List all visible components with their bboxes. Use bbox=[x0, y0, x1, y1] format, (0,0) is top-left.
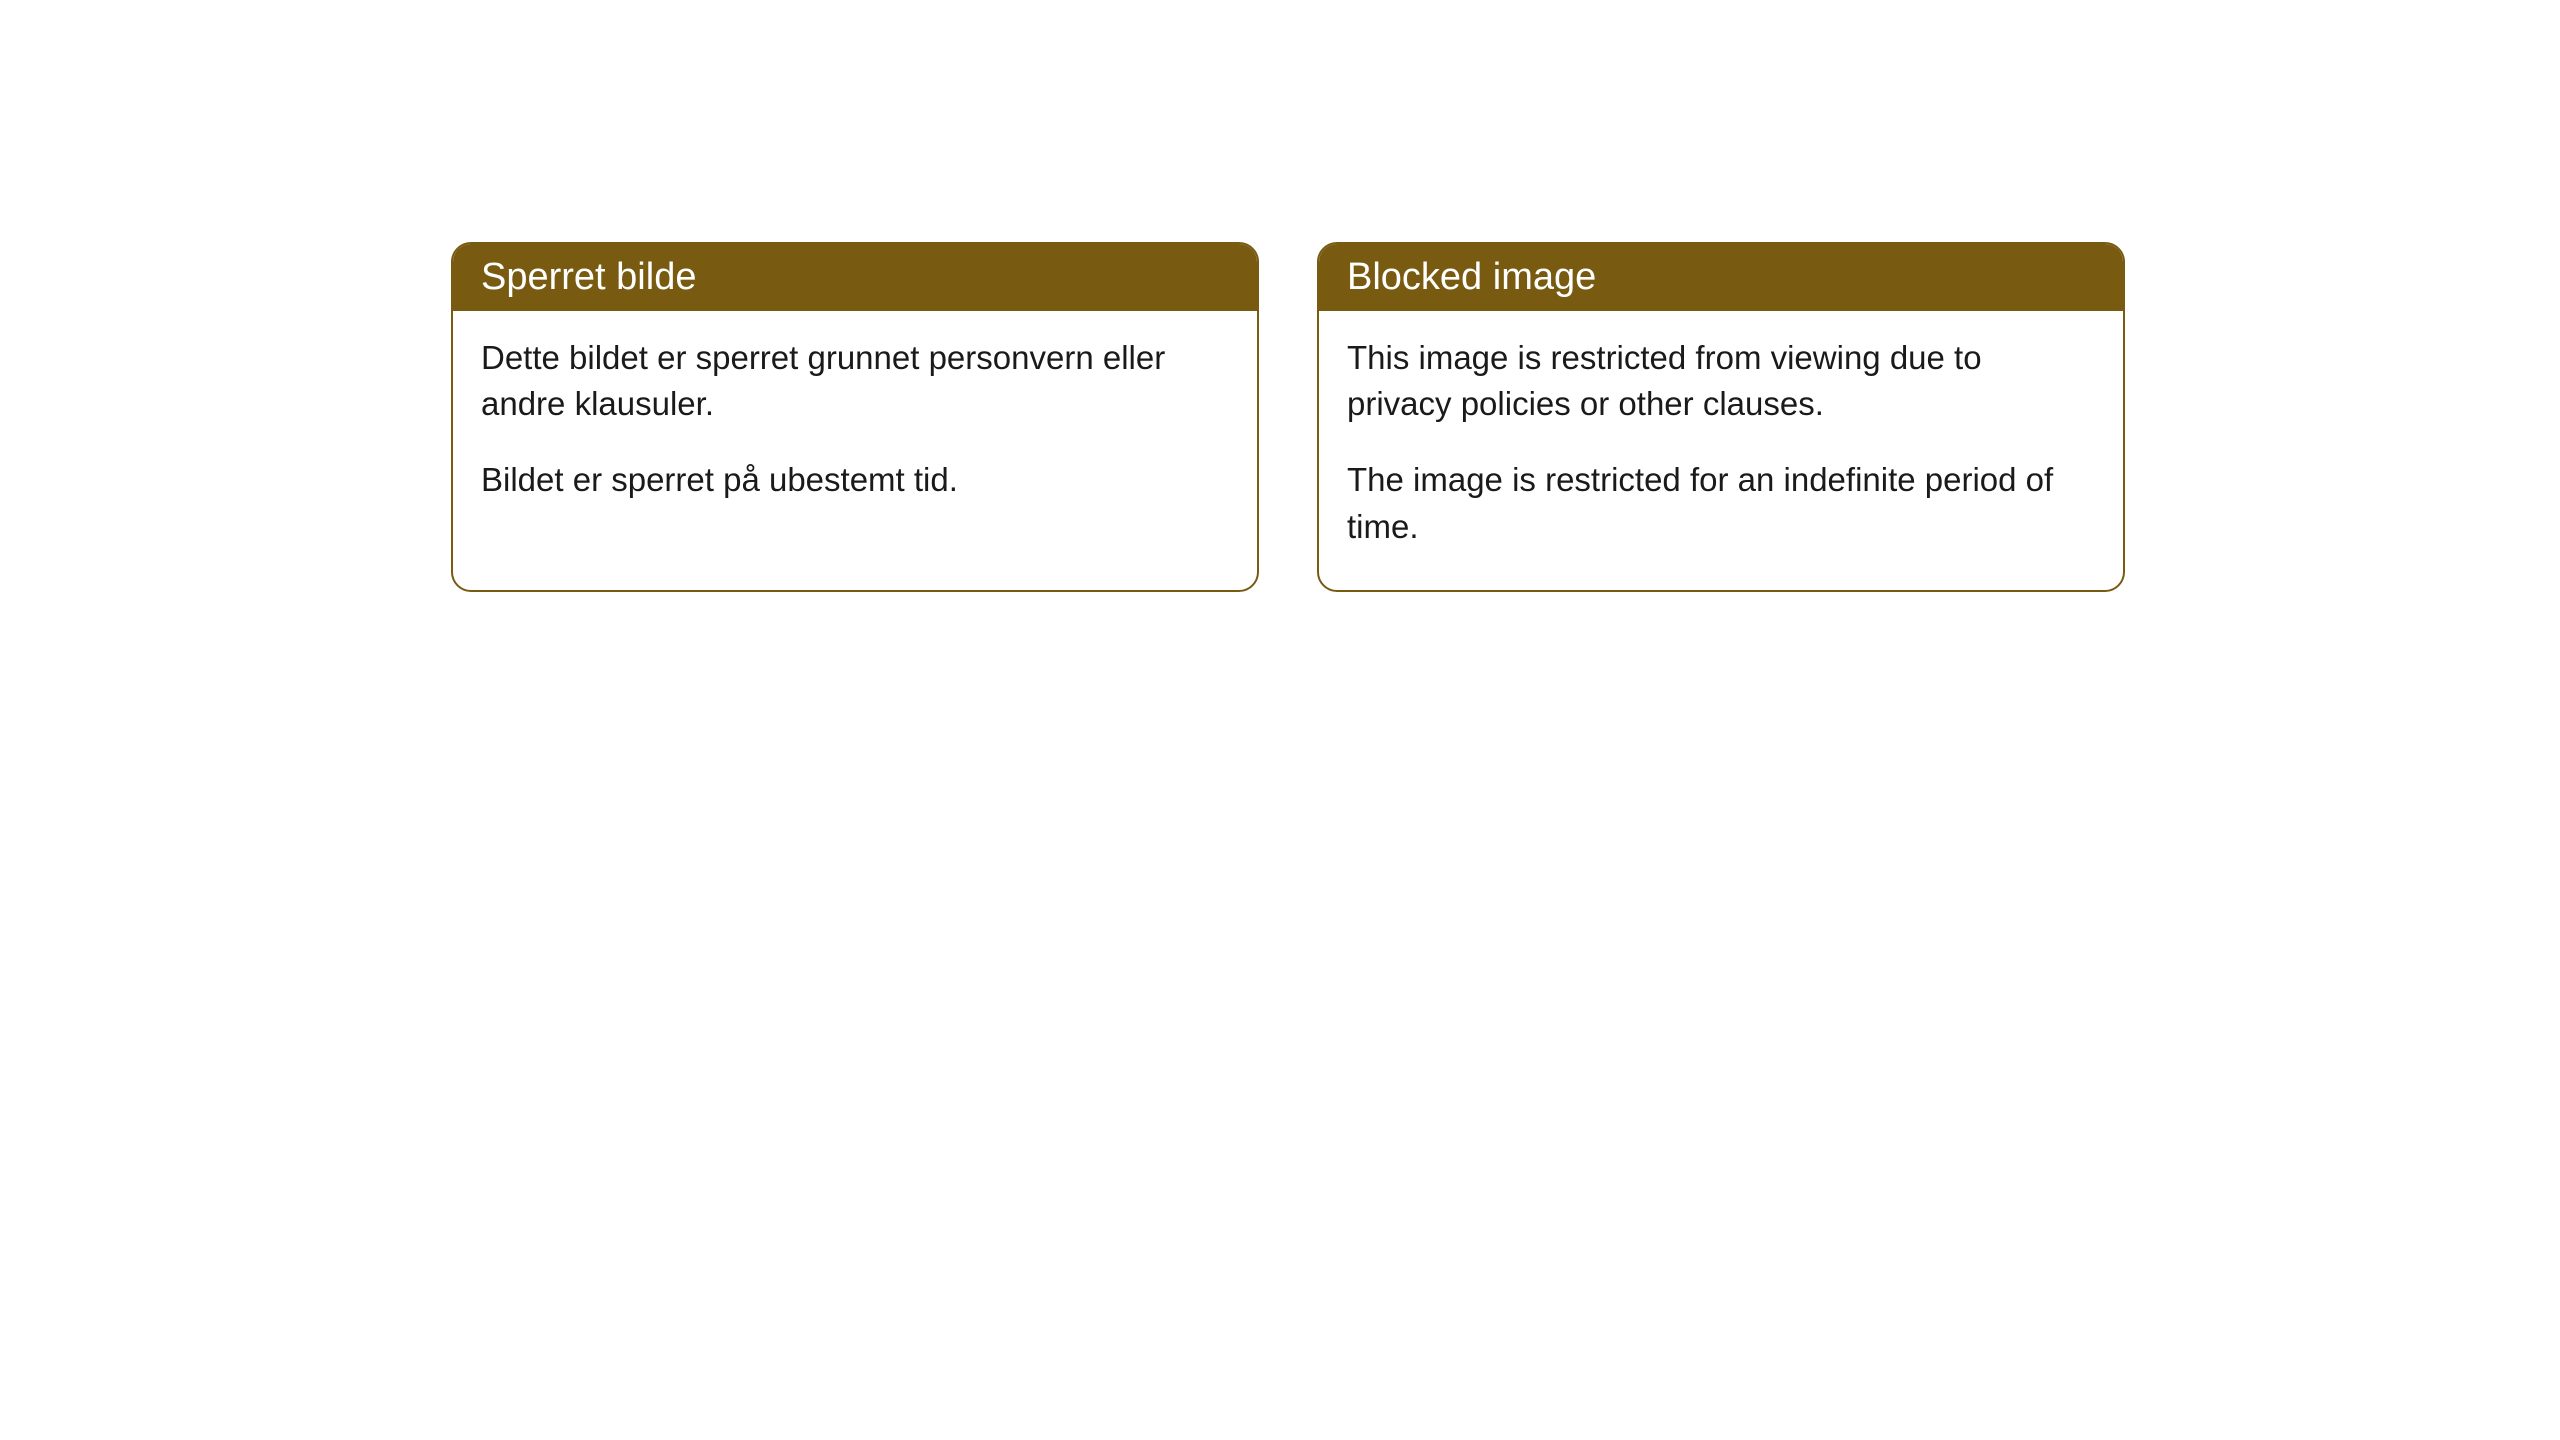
card-paragraph: This image is restricted from viewing du… bbox=[1347, 335, 2095, 427]
card-header-norwegian: Sperret bilde bbox=[453, 244, 1257, 311]
card-title: Blocked image bbox=[1347, 256, 1596, 298]
card-body-norwegian: Dette bildet er sperret grunnet personve… bbox=[453, 311, 1257, 544]
card-paragraph: Dette bildet er sperret grunnet personve… bbox=[481, 335, 1229, 427]
card-title: Sperret bilde bbox=[481, 256, 696, 298]
notice-card-english: Blocked image This image is restricted f… bbox=[1317, 242, 2125, 592]
card-paragraph: The image is restricted for an indefinit… bbox=[1347, 457, 2095, 549]
notice-cards-container: Sperret bilde Dette bildet er sperret gr… bbox=[451, 242, 2125, 592]
card-paragraph: Bildet er sperret på ubestemt tid. bbox=[481, 457, 1229, 503]
card-header-english: Blocked image bbox=[1319, 244, 2123, 311]
notice-card-norwegian: Sperret bilde Dette bildet er sperret gr… bbox=[451, 242, 1259, 592]
card-body-english: This image is restricted from viewing du… bbox=[1319, 311, 2123, 590]
